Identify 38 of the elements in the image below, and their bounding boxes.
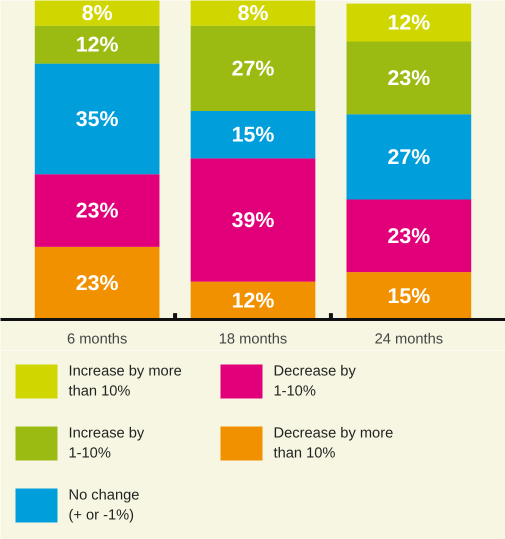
legend-label: Increase by 1-10% bbox=[68, 426, 145, 462]
legend-label: Decrease by more than 10% bbox=[274, 426, 394, 462]
data-label: 35% bbox=[76, 106, 119, 131]
bar bbox=[190, 26, 316, 112]
data-label: 23% bbox=[76, 198, 119, 223]
bar bbox=[346, 114, 472, 200]
data-label: 23% bbox=[76, 271, 119, 296]
bar bbox=[34, 26, 160, 64]
bar bbox=[346, 4, 472, 42]
bar bbox=[190, 158, 316, 282]
data-label: 8% bbox=[82, 1, 113, 26]
data-label: 12% bbox=[388, 10, 430, 35]
bar bbox=[346, 42, 472, 114]
data-label: 27% bbox=[232, 56, 274, 80]
bar bbox=[190, 111, 316, 158]
data-label: 39% bbox=[232, 208, 274, 232]
data-label: 15% bbox=[232, 122, 274, 147]
x-tick-label: 18 months bbox=[218, 332, 288, 348]
bar bbox=[190, 0, 316, 26]
x-tick-label: 6 months bbox=[66, 332, 128, 348]
data-label: 8% bbox=[238, 1, 268, 26]
bar bbox=[346, 272, 472, 320]
data-label: 27% bbox=[388, 144, 430, 169]
data-label: 15% bbox=[388, 284, 430, 308]
data-label: 12% bbox=[76, 32, 119, 57]
bar bbox=[34, 246, 160, 320]
bar bbox=[190, 282, 316, 320]
data-label: 23% bbox=[388, 224, 430, 248]
bar bbox=[34, 64, 160, 174]
bar bbox=[34, 174, 160, 247]
legend-label: Decrease by 1-10% bbox=[274, 364, 356, 400]
legend-label: Increase by more than 10% bbox=[68, 364, 182, 400]
bar bbox=[346, 199, 472, 272]
data-label: 12% bbox=[232, 288, 274, 313]
x-tick-label: 24 months bbox=[374, 332, 444, 348]
bar bbox=[34, 0, 160, 26]
legend-label: No change (+ or -1%) bbox=[68, 488, 140, 524]
data-label: 23% bbox=[388, 66, 430, 90]
